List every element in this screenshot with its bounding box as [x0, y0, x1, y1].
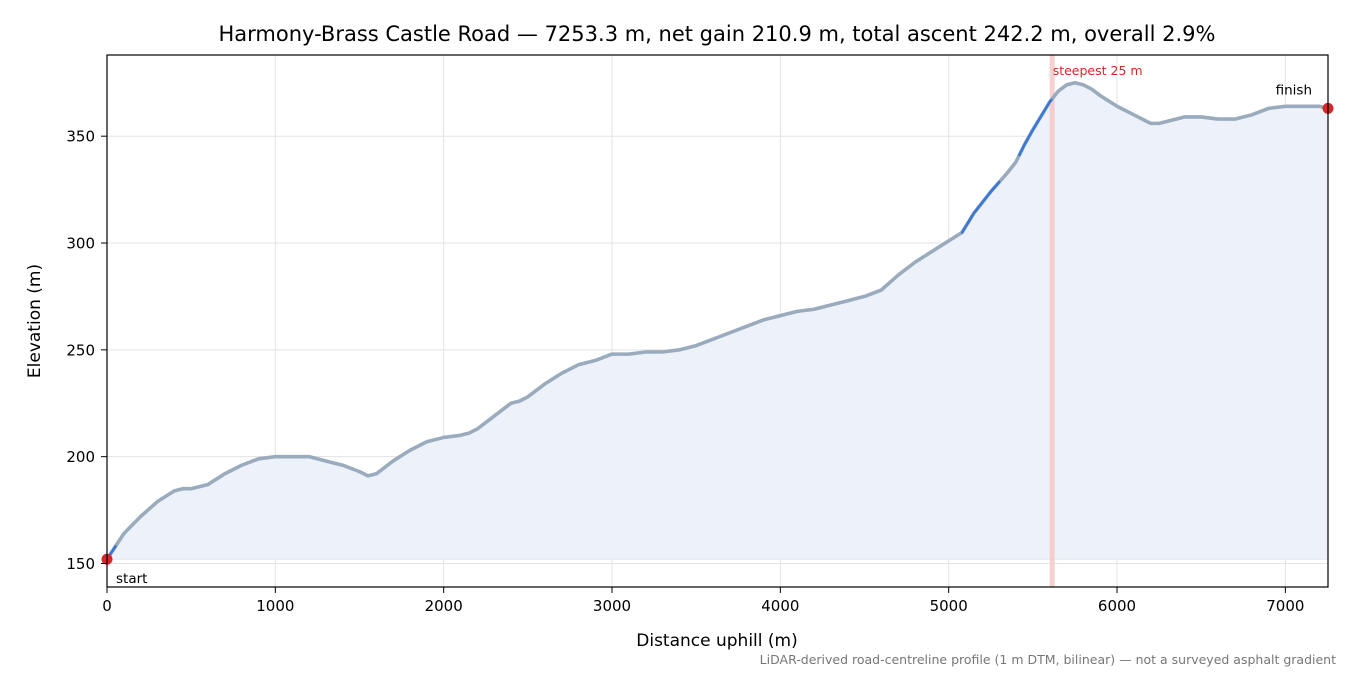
plot-frame — [106, 54, 1329, 588]
finish-label: finish — [1276, 82, 1312, 98]
chart-title: Harmony-Brass Castle Road — 7253.3 m, ne… — [219, 22, 1216, 46]
steepest-band-rect — [1049, 55, 1055, 587]
x-axis-label: Distance uphill (m) — [636, 631, 797, 651]
y-tick-label: 300 — [66, 235, 95, 253]
elevation-line — [105, 80, 1330, 562]
y-tick-label: 150 — [66, 555, 95, 573]
y-tick-label: 200 — [66, 448, 95, 466]
steep-section-line — [1018, 98, 1053, 157]
x-tick-label: 4000 — [761, 597, 799, 615]
x-tick-label: 6000 — [1098, 597, 1136, 615]
x-tick-label: 3000 — [593, 597, 631, 615]
x-tick-label: 2000 — [425, 597, 463, 615]
footnote: LiDAR-derived road-centreline profile (1… — [760, 652, 1336, 667]
y-axis-label: Elevation (m) — [25, 264, 45, 378]
steep-section-line — [960, 180, 1001, 234]
steepest-segment-band: steepest 25 m — [1049, 55, 1143, 587]
y-tick-label: 250 — [66, 341, 95, 359]
x-axis-ticks: 0 1000 2000 3000 4000 5000 6000 7000 — [102, 587, 1304, 615]
plot-area: steepest 25 m start finish — [101, 54, 1334, 588]
elevation-fill — [107, 82, 1328, 560]
steepest-label: steepest 25 m — [1053, 63, 1143, 78]
x-tick-label: 0 — [102, 597, 112, 615]
y-axis-ticks: 150 200 250 300 350 — [66, 128, 107, 573]
y-tick-label: 350 — [66, 128, 95, 146]
x-tick-label: 1000 — [256, 597, 294, 615]
x-tick-label: 5000 — [930, 597, 968, 615]
start-label: start — [116, 571, 147, 587]
x-tick-label: 7000 — [1266, 597, 1304, 615]
